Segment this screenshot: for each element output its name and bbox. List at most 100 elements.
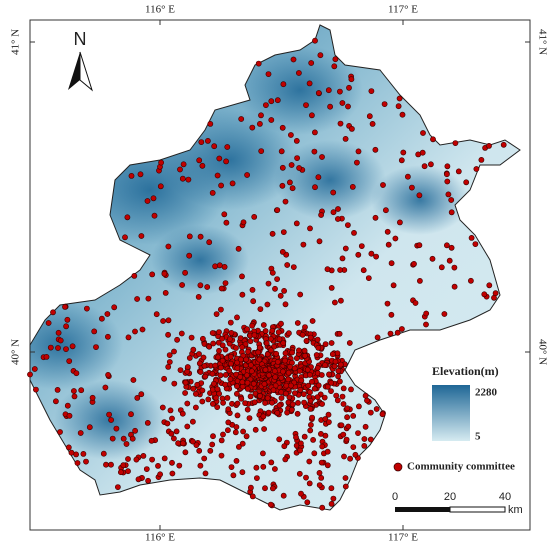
community-point — [342, 245, 349, 252]
community-point — [229, 180, 236, 187]
community-point — [262, 485, 268, 492]
community-point — [108, 417, 114, 423]
community-point — [196, 360, 203, 367]
community-point — [303, 102, 309, 108]
community-point — [364, 397, 370, 404]
community-point — [306, 371, 313, 378]
community-point — [234, 383, 240, 390]
community-point — [325, 87, 332, 94]
community-point — [278, 389, 284, 395]
community-point — [206, 343, 213, 350]
community-point — [186, 252, 193, 259]
community-point — [308, 112, 315, 119]
community-point — [244, 385, 251, 392]
community-point — [182, 390, 188, 396]
community-point — [160, 318, 166, 324]
community-point — [251, 213, 258, 220]
community-point — [234, 359, 240, 366]
community-point — [219, 342, 226, 349]
community-point — [338, 422, 345, 429]
community-point — [209, 189, 216, 196]
community-point — [282, 350, 289, 357]
community-point — [290, 56, 297, 63]
community-point — [250, 380, 257, 387]
community-point — [295, 347, 302, 354]
community-point — [423, 310, 430, 317]
community-point — [373, 253, 379, 260]
community-point — [176, 462, 183, 469]
community-point — [104, 311, 111, 317]
community-point — [266, 372, 272, 379]
community-point — [164, 420, 171, 427]
community-point — [346, 340, 353, 346]
community-point — [281, 443, 288, 450]
community-point — [210, 380, 217, 387]
community-point — [210, 340, 217, 347]
community-point — [265, 280, 272, 287]
community-point — [71, 393, 78, 400]
community-point — [237, 335, 244, 341]
community-point — [395, 103, 402, 110]
north-label: N — [74, 29, 87, 49]
community-point — [179, 410, 186, 417]
legend-min: 5 — [475, 431, 481, 443]
community-point — [367, 436, 374, 443]
community-point — [328, 340, 335, 346]
community-point — [244, 172, 250, 178]
community-point — [398, 326, 405, 332]
community-point — [184, 364, 191, 370]
community-point — [319, 504, 326, 511]
community-point — [314, 394, 321, 400]
community-point — [304, 499, 311, 506]
community-point — [315, 174, 322, 181]
community-point — [249, 493, 256, 500]
community-point — [272, 374, 279, 380]
community-point — [218, 452, 225, 459]
community-point — [486, 282, 493, 289]
community-point — [387, 330, 394, 337]
community-point — [244, 379, 251, 386]
community-point — [157, 183, 164, 190]
community-point — [345, 423, 352, 430]
community-point — [222, 381, 229, 388]
scale-label: 20 — [444, 491, 456, 503]
community-point — [258, 112, 264, 119]
community-point — [251, 399, 258, 406]
community-point — [180, 440, 186, 447]
community-point — [297, 386, 304, 393]
community-point — [165, 331, 171, 338]
community-point — [122, 234, 128, 241]
community-point — [182, 379, 189, 386]
community-point — [234, 365, 241, 371]
community-point — [73, 370, 80, 377]
community-point — [184, 400, 191, 407]
community-point — [256, 356, 263, 363]
lon-label: 117° E — [388, 532, 418, 544]
community-point — [197, 282, 204, 289]
community-point — [260, 463, 267, 470]
community-point — [218, 285, 225, 292]
region-fill — [30, 25, 520, 510]
community-point — [149, 456, 155, 463]
community-point — [315, 344, 322, 351]
community-point — [319, 154, 325, 160]
community-point — [446, 257, 453, 264]
community-point — [197, 233, 204, 240]
community-point — [220, 431, 226, 438]
community-point — [441, 311, 448, 317]
community-point — [288, 162, 295, 168]
community-point — [307, 225, 313, 232]
community-point — [202, 373, 209, 380]
community-point — [239, 440, 246, 447]
scale-label: 0 — [392, 491, 398, 503]
community-point — [396, 219, 403, 226]
community-point — [192, 390, 199, 397]
community-point — [304, 366, 311, 373]
community-point — [224, 144, 231, 150]
community-point — [201, 455, 208, 462]
community-point — [186, 355, 193, 361]
community-point — [184, 368, 191, 375]
community-point — [340, 401, 347, 407]
scale-bar — [449, 506, 506, 513]
community-point — [262, 102, 269, 108]
